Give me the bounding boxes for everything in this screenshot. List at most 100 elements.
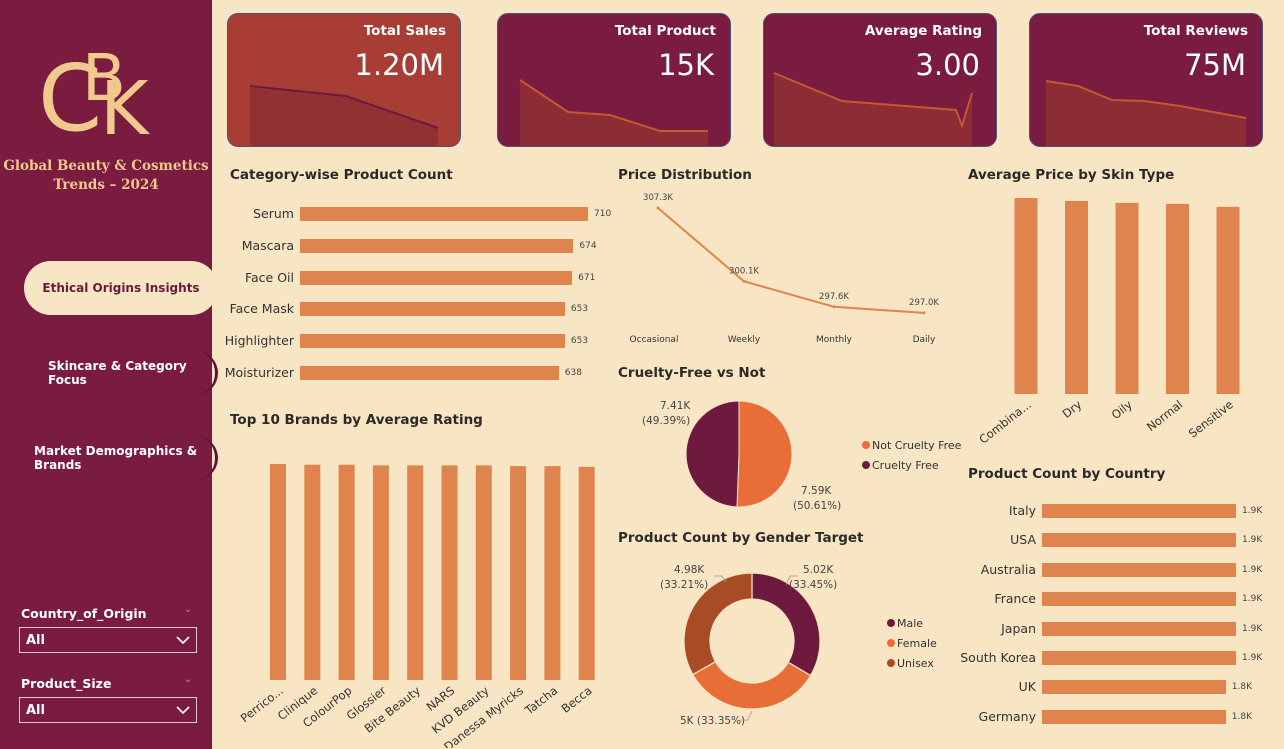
legend-label: Cruelty Free (872, 459, 939, 472)
nav-market-demographics[interactable]: Market Demographics & Brands (18, 436, 218, 480)
bar (304, 464, 321, 680)
price-chart: 307.3K Occasional 300.1K Weekly 297.6K Monthl… (630, 193, 940, 345)
data-label: 297.6K (819, 292, 849, 302)
bar (1042, 592, 1236, 607)
kpi-card-total-product: Total Product 15K (497, 13, 731, 147)
nav-ethical-origins[interactable]: Ethical Origins Insights (24, 261, 218, 315)
bar (1042, 504, 1236, 518)
legend-marker (887, 659, 895, 667)
filter-value: All (26, 702, 45, 718)
bar-value-label: 638 (564, 368, 582, 378)
bar (300, 270, 573, 285)
bar (300, 334, 565, 349)
chevron-down-icon[interactable]: ⌄ (184, 674, 193, 685)
kpi-card-average-rating: Average Rating 3.00 (763, 13, 997, 147)
category-chart-title: Category-wise Product Count (230, 167, 453, 183)
bar-label: Mascara (241, 237, 294, 253)
cruelty-chart-title: Cruelty-Free vs Not (618, 365, 766, 381)
data-label: (49.39%) (642, 415, 690, 427)
legend-label: Unisex (897, 657, 934, 670)
bar-value-label: 1.9K (1242, 535, 1263, 546)
size-filter-dropdown[interactable]: All (19, 697, 197, 723)
leader-line (740, 710, 753, 721)
svg-text:C: C (38, 45, 102, 144)
bar-label: Face Oil (244, 269, 294, 285)
bar (1042, 651, 1236, 665)
pie-slice (685, 400, 740, 508)
kpi-label: Total Sales (363, 23, 446, 39)
x-tick-label: Daily (913, 335, 936, 345)
data-label: (50.61%) (793, 500, 841, 512)
data-label: 307.3K (643, 193, 673, 203)
bar (407, 465, 424, 680)
nav-skincare-category[interactable]: Skincare & Category Focus (18, 351, 218, 395)
bar-label: France (994, 591, 1036, 607)
bar (510, 466, 527, 680)
gender-chart: 5.02K (33.45%) 4.98K (33.21%) 5K (33.35%) Mal… (660, 564, 937, 727)
legend-label: Female (897, 637, 937, 650)
bar (544, 466, 561, 680)
kpi-label: Average Rating (864, 23, 982, 39)
bar-value-label: 671 (578, 272, 596, 283)
bar (1115, 202, 1139, 394)
category-chart: Serum 710 Mascara 674 Face Oil 671 Face Mask 65… (220, 0, 612, 400)
bar-label: Australia (980, 561, 1036, 577)
data-label: 7.59K (801, 485, 832, 497)
brand-logo: C B K (38, 42, 151, 144)
skin-chart-title: Average Price by Skin Type (968, 167, 1175, 183)
donut-slice (683, 572, 753, 676)
bar (270, 464, 286, 680)
bar-label: Moisturizer (224, 365, 294, 380)
gender-chart-title: Product Count by Gender Target (618, 530, 864, 546)
x-tick-label: Perrico... (238, 683, 286, 725)
x-tick-label: Occasional (630, 335, 679, 345)
data-label: 7.41K (660, 400, 691, 412)
sidebar: C B K Global Beauty & Cosmetics Trends –… (0, 0, 218, 749)
price-point (922, 311, 926, 315)
data-label: 4.98K (674, 564, 705, 576)
bar-value-label: 653 (570, 336, 589, 347)
bar-value-label: 1.9K (1242, 653, 1263, 663)
x-tick-label: Tatcha (521, 683, 560, 718)
chevron-down-icon[interactable]: ⌄ (184, 604, 193, 615)
bar (1042, 680, 1226, 695)
pie-slice (736, 400, 793, 508)
bar-label: Italy (1008, 503, 1036, 518)
legend-label: Male (897, 617, 923, 630)
legend-marker (887, 619, 895, 627)
country-chart: Italy 1.9K USA 1.9K Australia 1.9K France 1.9K J… (960, 0, 1280, 749)
country-chart-title: Product Count by Country (968, 466, 1166, 482)
bar-value-label: 653 (570, 304, 589, 315)
bar-label: Face Mask (229, 301, 294, 317)
bar (1166, 203, 1189, 394)
bar-label: UK (1018, 679, 1036, 695)
nav-label: Market Demographics & Brands (34, 444, 198, 472)
bar-value-label: 710 (594, 209, 612, 219)
bar (1042, 562, 1236, 577)
app-title-line2: Trends – 2024 (53, 177, 159, 193)
cruelty-chart: 7.59K (50.61%) 7.41K (49.39%) Not Cruelty Fr… (642, 400, 962, 512)
bar-value-label: 1.8K (1231, 682, 1252, 693)
leader-line (785, 575, 798, 586)
country-filter-dropdown[interactable]: All (19, 627, 197, 653)
sparkline (249, 85, 439, 146)
donut-slice (692, 660, 812, 710)
bar (338, 464, 355, 680)
data-label: (33.45%) (789, 579, 837, 591)
x-tick-label: Monthly (816, 335, 853, 345)
bar-value-label: 1.9K (1242, 594, 1263, 605)
nav-label: Skincare & Category Focus (48, 359, 187, 387)
bar-label: South Korea (960, 650, 1036, 665)
chevron-down-icon (176, 705, 190, 714)
sparkline (773, 72, 973, 146)
bar-value-label: 1.9K (1242, 623, 1263, 634)
filter-label-size: Product_Size (21, 676, 112, 691)
kpi-label: Total Reviews (1143, 23, 1248, 39)
bar-label: Highlighter (224, 333, 294, 349)
legend-marker (862, 441, 870, 449)
kpi-value: 15K (658, 48, 714, 82)
data-label: 300.1K (729, 266, 759, 276)
x-tick-label: Becca (559, 683, 595, 715)
svg-text:K: K (100, 66, 151, 144)
kpi-value: 3.00 (915, 48, 980, 82)
